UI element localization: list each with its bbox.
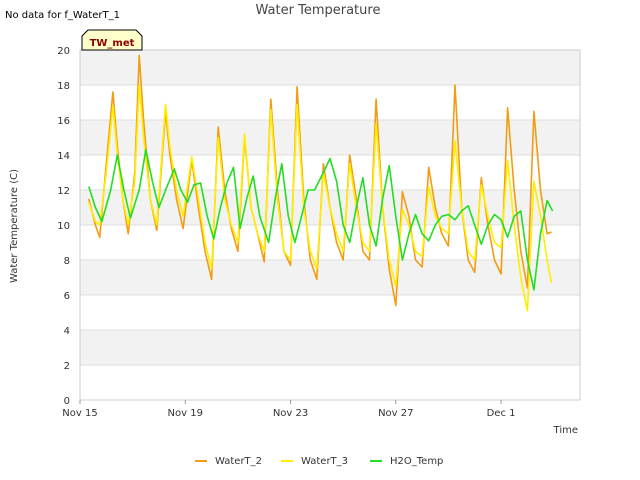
y-tick-label: 14 <box>57 151 70 162</box>
y-tick-label: 12 <box>57 186 70 197</box>
badge-label: TW_met <box>90 38 135 49</box>
legend: WaterT_2 WaterT_3 H2O_Temp <box>195 456 443 467</box>
y-tick-label: 10 <box>57 221 70 232</box>
y-axis-title: Water Temperature (C) <box>9 169 20 283</box>
background-band <box>80 260 580 295</box>
x-tick-label: Nov 15 <box>62 408 97 419</box>
chart-title: Water Temperature <box>256 3 381 18</box>
background-band <box>80 50 580 85</box>
y-tick-label: 16 <box>57 116 70 127</box>
x-tick-label: Nov 27 <box>378 408 413 419</box>
badge-shape <box>81 29 143 51</box>
series-line-watert-2 <box>88 54 552 307</box>
series-lines <box>88 54 554 312</box>
y-tick-label: 4 <box>64 326 70 337</box>
plot-frame <box>79 49 581 401</box>
series-line-watert-3 <box>88 84 553 312</box>
station-badge: TW_met <box>81 29 143 51</box>
background-band <box>80 330 580 365</box>
y-tick-label: 18 <box>57 81 70 92</box>
no-data-note: No data for f_WaterT_1 <box>5 10 120 21</box>
y-tick-label: 0 <box>64 396 70 407</box>
y-tick-label: 2 <box>64 361 70 372</box>
y-tick-label: 8 <box>64 256 70 267</box>
x-tick-label: Dec 1 <box>487 408 516 419</box>
series-line-h2o-temp <box>88 148 554 291</box>
legend-label: WaterT_3 <box>301 456 348 467</box>
x-tick-label: Nov 23 <box>273 408 308 419</box>
background-band <box>80 120 580 155</box>
y-axis-ticks: 0 2 4 6 8 10 12 14 16 18 20 <box>57 46 70 407</box>
legend-label: WaterT_2 <box>215 456 262 467</box>
gridlines <box>80 49 580 401</box>
x-tick-label: Nov 19 <box>168 408 203 419</box>
legend-label: H2O_Temp <box>390 456 443 467</box>
x-axis-ticks: Nov 15 Nov 19 Nov 23 Nov 27 Dec 1 <box>62 400 516 419</box>
x-axis-title: Time <box>553 425 578 436</box>
y-tick-label: 20 <box>57 46 70 57</box>
y-tick-label: 6 <box>64 291 70 302</box>
